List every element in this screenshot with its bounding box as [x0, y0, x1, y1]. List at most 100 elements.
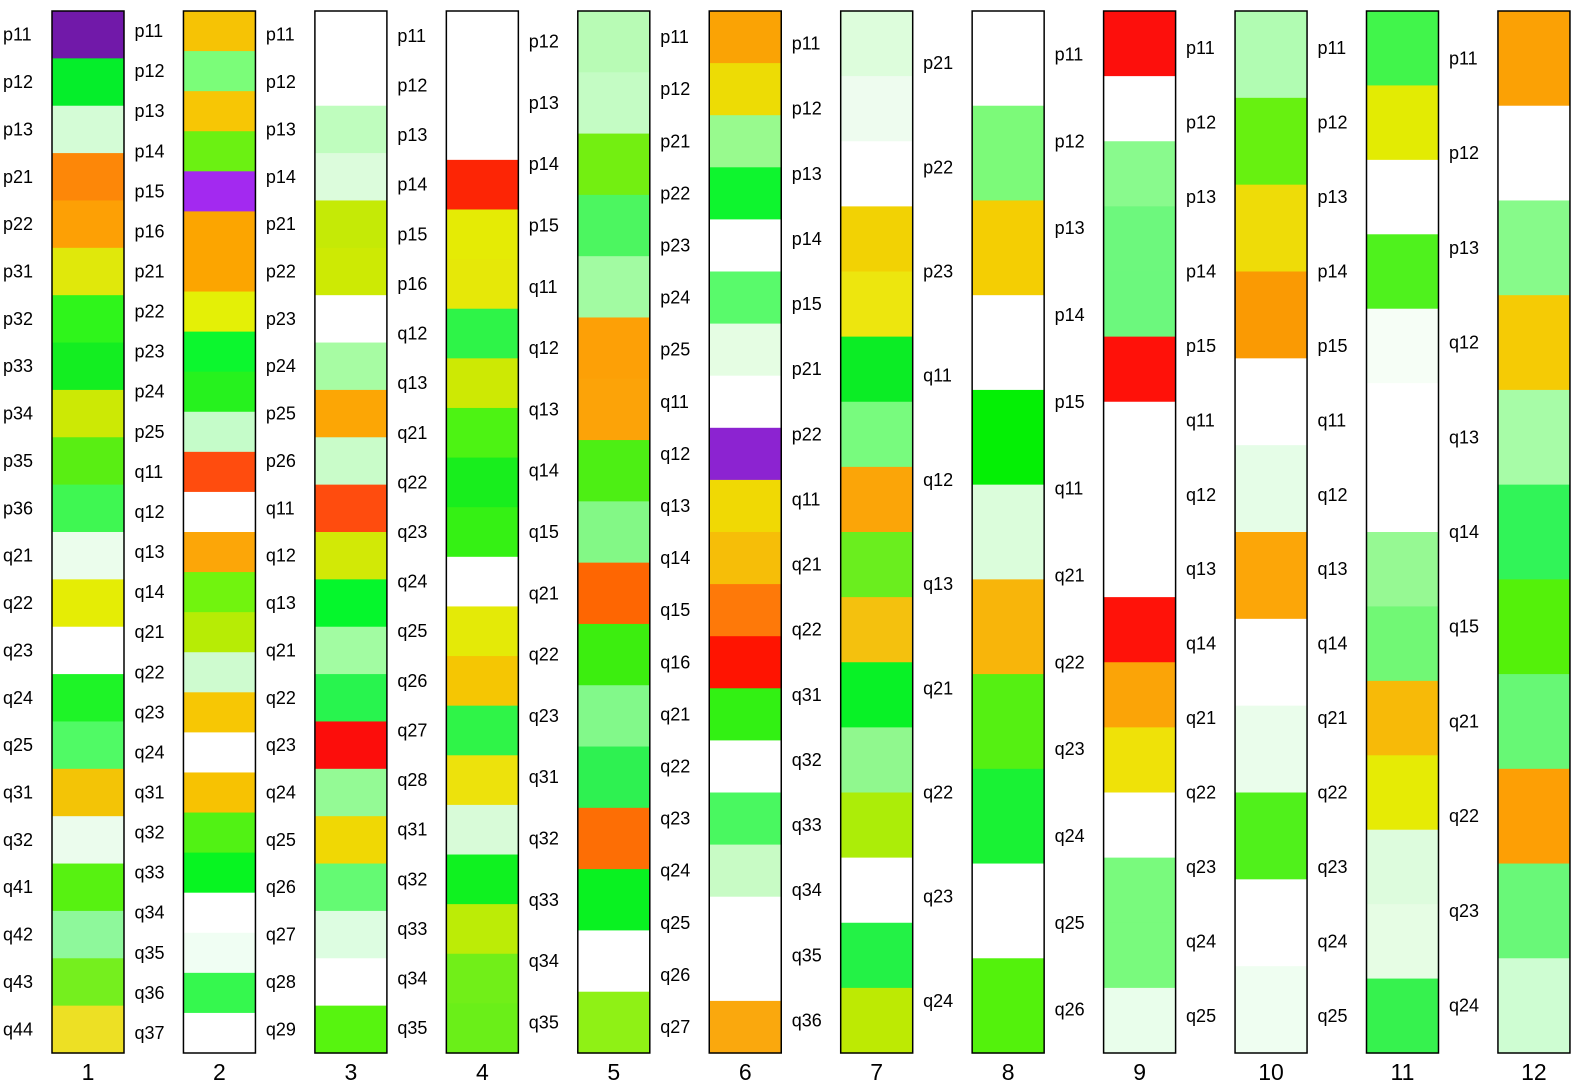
band-label: q24: [397, 572, 427, 592]
band-label: q16: [660, 652, 690, 672]
band-label: p12: [1186, 113, 1216, 133]
band-label: p13: [397, 125, 427, 145]
band-label: p12: [3, 72, 33, 92]
band-label: p11: [3, 25, 32, 45]
band-segment: [840, 597, 913, 663]
band-segment: [1366, 159, 1439, 235]
band-label: p14: [1318, 262, 1348, 282]
band-segment: [314, 342, 387, 391]
band-label: q13: [134, 542, 164, 562]
band-segment: [52, 58, 124, 107]
band-label: q22: [529, 645, 559, 665]
band-segment: [446, 953, 519, 1004]
band-segment: [446, 656, 519, 707]
band-label: p15: [1055, 392, 1085, 412]
band-segment: [577, 256, 650, 319]
band-label: p23: [923, 262, 953, 282]
band-label: p33: [3, 356, 33, 376]
chromosome-column-3: p11 p12 p13 p14 p21 p22 p23 p24 p25 p26 q11 q12 q13 q…: [266, 10, 388, 1085]
band-segment: [1497, 11, 1570, 107]
band-segment: [1235, 618, 1308, 707]
band-label: q31: [397, 820, 427, 840]
band-label: q21: [923, 678, 953, 698]
band-label: p11: [1186, 38, 1215, 58]
band-segment: [183, 131, 256, 172]
band-label: q23: [660, 809, 690, 829]
band-segment: [1366, 606, 1439, 682]
band-segment: [183, 1012, 256, 1054]
band-label: q34: [792, 880, 822, 900]
band-label: q33: [134, 863, 164, 883]
band-label: q11: [1186, 410, 1215, 430]
chromosome-column-1: p11 p12 p13 p21 p22 p31 p32 p33 p34 p35 p36 q21 q22 q…: [3, 10, 125, 1085]
band-segment: [1366, 234, 1439, 310]
band-label: q21: [134, 622, 164, 642]
band-segment: [840, 727, 913, 794]
band-segment: [183, 532, 256, 573]
band-segment: [1366, 532, 1439, 608]
band-label: q33: [397, 919, 427, 939]
band-label: q35: [397, 1018, 427, 1038]
column-border: [577, 10, 651, 1054]
band-segment: [709, 1000, 782, 1054]
band-segment: [446, 804, 519, 856]
band-segment: [709, 219, 782, 273]
band-segment: [840, 271, 913, 338]
band-segment: [1235, 532, 1308, 620]
band-segment: [1103, 597, 1176, 663]
band-segment: [52, 532, 124, 580]
band-segment: [972, 295, 1045, 391]
band-segment: [577, 685, 650, 748]
band-label: q24: [1186, 931, 1216, 951]
band-label: p13: [529, 93, 559, 113]
band-label: q26: [397, 671, 427, 691]
band-segment: [1366, 978, 1439, 1054]
band-segment: [1497, 295, 1570, 391]
band-segment: [709, 375, 782, 429]
band-label: q22: [923, 783, 953, 803]
band-label: q25: [1186, 1006, 1216, 1026]
band-segment: [446, 358, 519, 409]
band-label: q12: [1318, 485, 1348, 505]
band-label: p23: [134, 342, 164, 362]
band-label: q22: [792, 620, 822, 640]
band-segment: [52, 816, 124, 865]
band-segment: [840, 922, 913, 989]
band-label: p11: [134, 21, 163, 41]
band-segment: [1103, 401, 1176, 468]
band-segment: [52, 579, 124, 628]
band-label: q14: [660, 548, 690, 568]
band-label: p14: [529, 154, 559, 174]
band-segment: [446, 11, 519, 62]
band-segment: [314, 247, 387, 296]
band-label: q12: [1186, 485, 1216, 505]
band-label: p16: [397, 274, 427, 294]
chromosome-columns: p11 p12 p13 p21 p22 p31 p32 p33 p34 p35 p36 q21 q22 q…: [3, 10, 1571, 1085]
band-label: q35: [792, 945, 822, 965]
band-label: p13: [1318, 187, 1348, 207]
band-label: q32: [792, 750, 822, 770]
band-segment: [183, 652, 256, 693]
band-label: p13: [266, 119, 296, 139]
band-label: q21: [3, 546, 33, 566]
band-label: p12: [529, 32, 559, 52]
chromosome-column-10: p11 p12 p13 p14 p15 q11 q12 q13 q14 q21 q22 q23 q24 q…: [1186, 10, 1308, 1085]
band-label: p11: [266, 25, 295, 45]
band-segment: [446, 60, 519, 111]
band-label: q22: [134, 662, 164, 682]
band-segment: [1103, 532, 1176, 598]
column-border: [314, 10, 388, 1054]
band-label: q13: [397, 373, 427, 393]
band-segment: [577, 623, 650, 686]
band-segment: [183, 451, 256, 493]
band-segment: [709, 427, 782, 481]
band-segment: [840, 792, 913, 859]
column-label: 3: [345, 1059, 358, 1085]
column-border: [1497, 10, 1571, 1054]
band-segment: [1235, 184, 1308, 273]
band-segment: [52, 1005, 124, 1054]
chromosome-column-2: p11 p12 p13 p14 p15 p16 p21 p22 p23 p24 p25 q11 q12 q…: [134, 10, 257, 1085]
band-segment: [314, 532, 387, 580]
band-label: p21: [134, 262, 164, 282]
band-segment: [1103, 271, 1176, 338]
